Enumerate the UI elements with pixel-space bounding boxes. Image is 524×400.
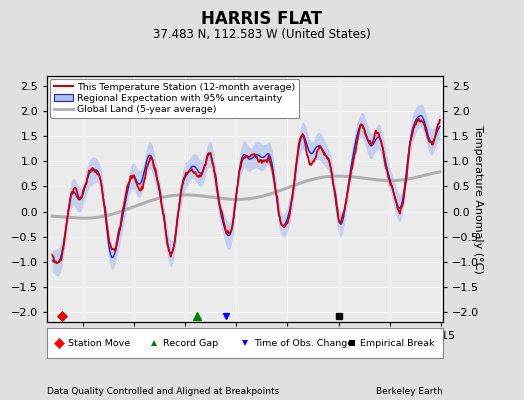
Text: Empirical Break: Empirical Break xyxy=(361,338,435,348)
Text: Station Move: Station Move xyxy=(68,338,130,348)
Text: 37.483 N, 112.583 W (United States): 37.483 N, 112.583 W (United States) xyxy=(153,28,371,41)
Y-axis label: Temperature Anomaly (°C): Temperature Anomaly (°C) xyxy=(473,125,483,273)
Text: Time of Obs. Change: Time of Obs. Change xyxy=(254,338,353,348)
Text: HARRIS FLAT: HARRIS FLAT xyxy=(201,10,323,28)
Text: Data Quality Controlled and Aligned at Breakpoints: Data Quality Controlled and Aligned at B… xyxy=(47,387,279,396)
Text: Record Gap: Record Gap xyxy=(162,338,218,348)
Legend: This Temperature Station (12-month average), Regional Expectation with 95% uncer: This Temperature Station (12-month avera… xyxy=(50,79,299,118)
Text: Berkeley Earth: Berkeley Earth xyxy=(376,387,443,396)
